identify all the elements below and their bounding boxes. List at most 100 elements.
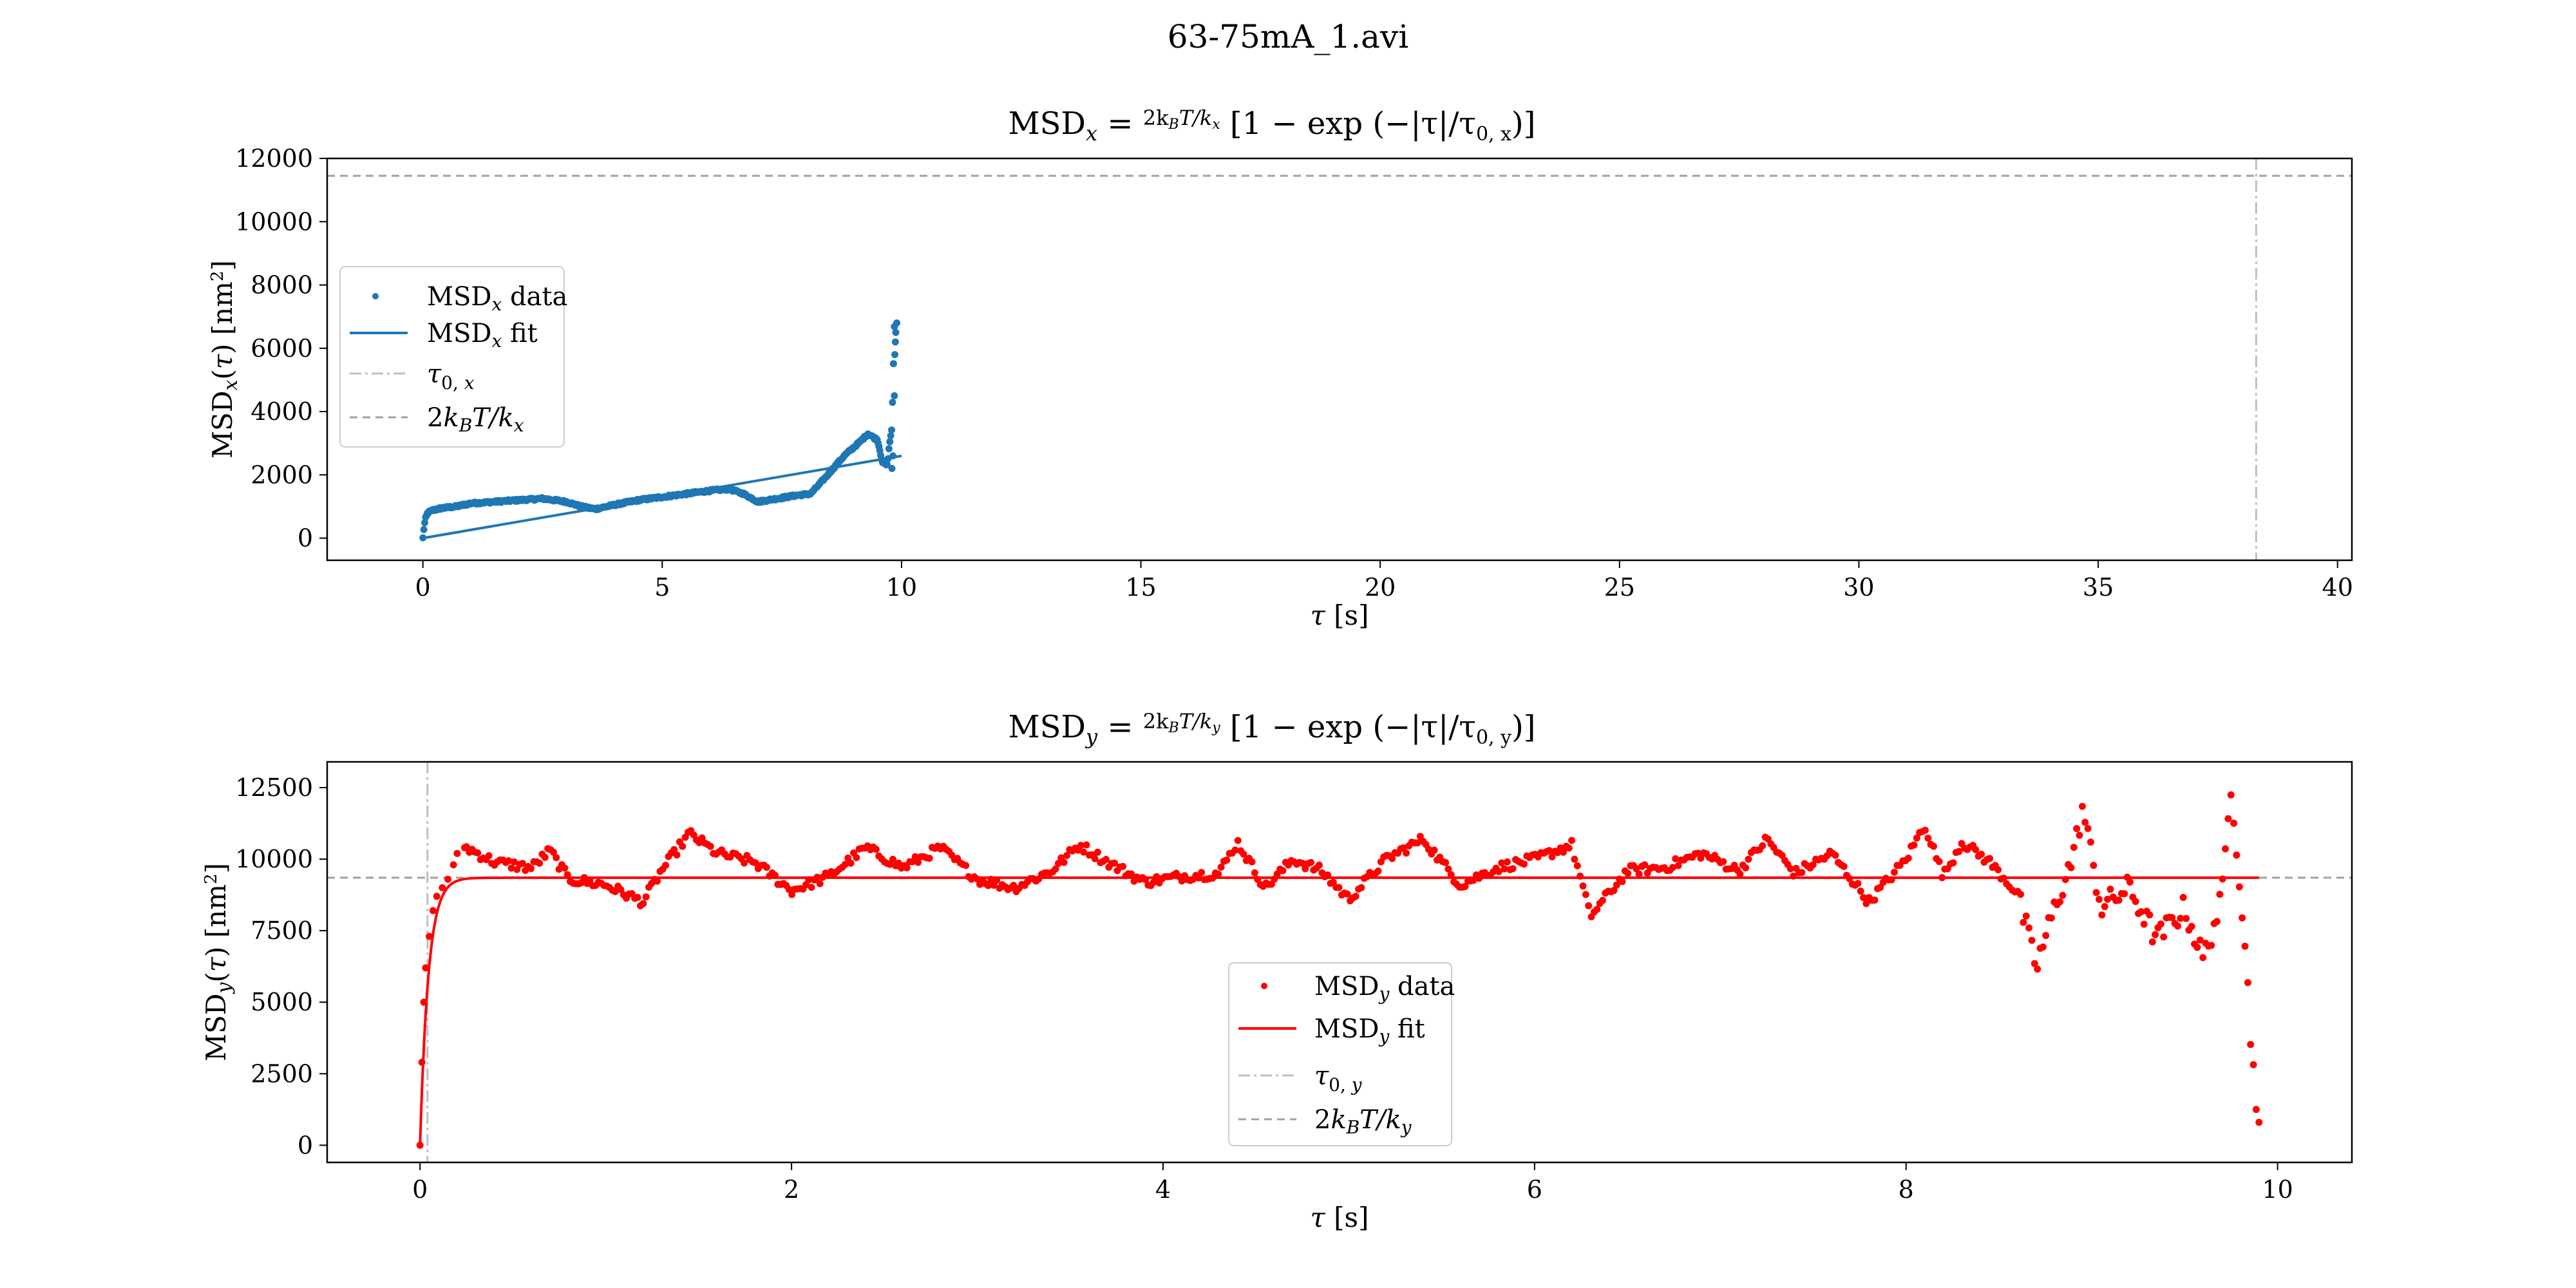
msd-y-data-point (1786, 865, 1794, 873)
msd-y-data-point (505, 857, 513, 865)
msd-y-data-point (1298, 860, 1306, 867)
msd-y-data-point (1503, 858, 1511, 866)
msd-y-data-point (1254, 876, 1262, 883)
msd-y-y-tick-label: 0 (298, 1131, 313, 1159)
msd-y-data-point (1635, 870, 1643, 878)
msd-x-x-tick-label: 20 (1365, 573, 1396, 601)
msd-y-data-point (1560, 848, 1567, 856)
msd-x-data-point (885, 445, 893, 453)
msd-y-data-point (1077, 842, 1084, 849)
msd-y-data-point (911, 853, 919, 860)
msd-x-y-tick-label: 8000 (251, 271, 313, 299)
msd-y-data-point (1251, 869, 1258, 876)
msd-x-data-point (888, 426, 895, 434)
msd-y-data-point (1742, 864, 1750, 872)
msd-y-data-point (611, 888, 619, 895)
msd-y-data-point (1641, 861, 1649, 869)
msd-y-data-point (1938, 874, 1946, 882)
msd-y-legend-data-label: MSDy data (1314, 972, 1455, 1005)
msd-y-data-point (2121, 890, 2128, 898)
msd-y-data-point (2222, 845, 2229, 853)
msd-y-data-point (2255, 1119, 2263, 1126)
msd-y-data-point (1832, 851, 1839, 859)
msd-y-legend-box (1228, 962, 1452, 1146)
msd-x-y-tick-label: 4000 (251, 397, 313, 426)
msd-y-data-point (1324, 871, 1332, 879)
msd-x-data-point (891, 338, 899, 346)
msd-y-data-point (2056, 898, 2063, 905)
msd-y-data-point (2208, 942, 2215, 949)
msd-y-data-point (2216, 891, 2224, 898)
msd-y-data-point (903, 864, 911, 872)
msd-y-data-point (1352, 893, 1359, 900)
msd-y-data-point (433, 893, 440, 900)
msd-x-data-point (889, 360, 897, 368)
msd-x-data-point (889, 399, 896, 406)
msd-y-data-point (2022, 912, 2030, 920)
msd-y-data-point (429, 907, 437, 914)
msd-x-legend-fit-label: MSDx fit (427, 319, 538, 352)
msd-y-data-point (1577, 872, 1584, 880)
msd-y-xlabel: τ [s] (1311, 1202, 1369, 1233)
msd-y-title: MSDy = 2kBT/ky [1 − exp (−|τ|/τ0, y)] (1008, 709, 1535, 749)
msd-y-data-point (2252, 1106, 2260, 1113)
msd-y-data-point (1217, 864, 1225, 871)
msd-y-data-point (1470, 876, 1477, 884)
msd-y-data-point (1198, 869, 1206, 876)
msd-y-data-point (1840, 862, 1848, 870)
msd-y-data-point (2096, 896, 2103, 903)
msd-y-data-point (841, 860, 849, 868)
msd-y-data-point (474, 849, 482, 857)
msd-x-legend-box (339, 266, 565, 448)
msd-y-data-point (1610, 887, 1618, 895)
msd-y-data-point (1624, 869, 1632, 877)
msd-y-data-point (2078, 802, 2086, 810)
msd-x-y-tick-label: 0 (298, 524, 313, 553)
msd-y-data-point (416, 1141, 424, 1149)
msd-y-data-point (1052, 865, 1059, 873)
msd-y-data-point (1573, 862, 1581, 869)
msd-y-data-point (2199, 954, 2207, 961)
msd-y-data-point (1153, 873, 1160, 880)
msd-y-legend-fit-label: MSDy fit (1314, 1014, 1425, 1047)
msd-y-data-point (527, 865, 535, 873)
msd-y-data-point (706, 842, 714, 850)
msd-y-data-point (444, 875, 451, 883)
msd-y-data-point (453, 849, 461, 857)
msd-y-data-point (914, 858, 922, 866)
msd-y-data-point (2076, 831, 2083, 839)
figure-title: 63-75mA_1.avi (1167, 18, 1409, 55)
msd-y-data-point (1215, 870, 1222, 878)
msd-x-x-tick-label: 5 (654, 573, 670, 601)
msd-x-x-tick-label: 10 (886, 573, 917, 601)
msd-y-data-point (2115, 896, 2123, 904)
msd-y-data-point (1593, 905, 1601, 913)
msd-y-data-point (1060, 858, 1068, 866)
msd-y-x-tick-label: 10 (2262, 1175, 2293, 1204)
msd-y-data-point (1568, 837, 1576, 844)
msd-y-data-point (2233, 851, 2240, 859)
msd-x-legend-data-marker (372, 293, 379, 299)
msd-y-data-point (1010, 882, 1018, 889)
msd-y-data-point (698, 834, 706, 842)
msd-y-data-point (2092, 889, 2100, 896)
msd-y-data-point (1195, 874, 1202, 882)
msd-y-data-point (2047, 914, 2055, 922)
msd-y-y-ticks: 0 2500 5000 7500 10000 12500 (235, 773, 327, 1159)
msd-y-data-point (772, 871, 779, 879)
msd-y-data-point (422, 964, 430, 972)
msd-y-data-point (1719, 858, 1727, 866)
msd-y-data-point (1935, 858, 1943, 866)
msd-y-data-point (1119, 862, 1127, 870)
msd-x-y-ticks: 0 2000 4000 6000 8000 10000 12000 (235, 144, 327, 553)
msd-y-data-point (553, 854, 560, 862)
msd-y-data-point (426, 933, 433, 940)
msd-y-data-point (1571, 855, 1578, 863)
msd-x-x-tick-label: 0 (415, 573, 431, 601)
msd-y-data-point (1986, 855, 1994, 862)
msd-y-data-point (485, 852, 493, 860)
msd-y-legend-tau0-label: τ0, y (1314, 1061, 1363, 1095)
msd-y-data-point (1857, 887, 1864, 895)
msd-x-x-tick-label: 40 (2322, 573, 2353, 601)
